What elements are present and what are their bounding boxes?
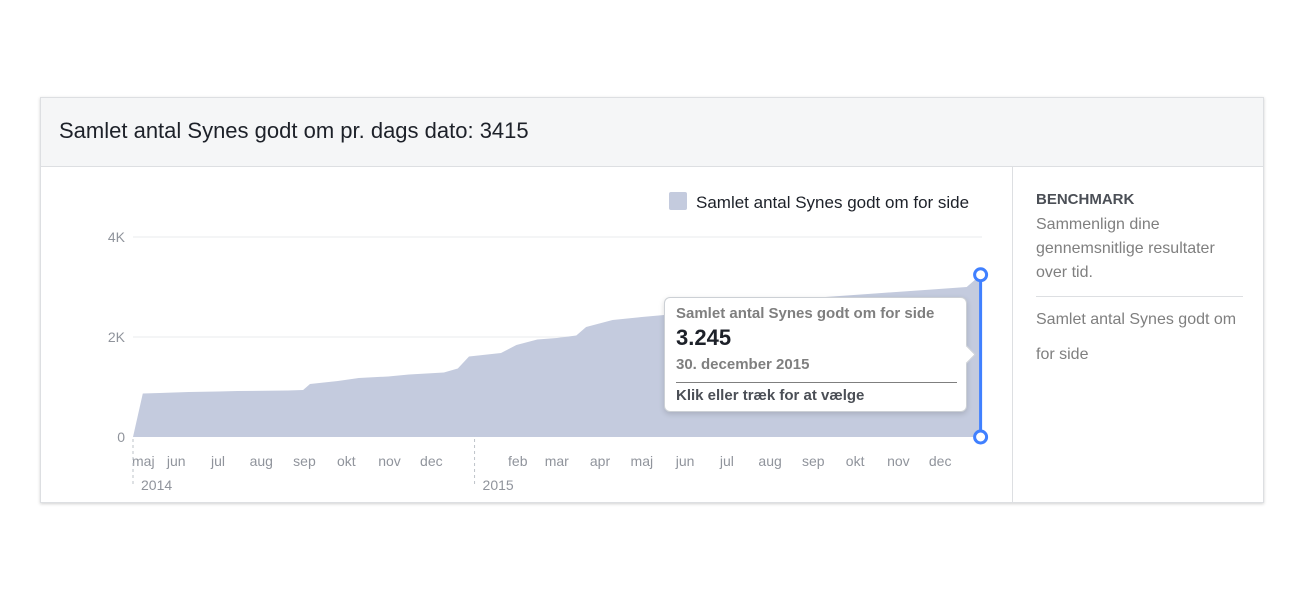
- selector-bottom-handle: [973, 429, 989, 445]
- x-tick-label: aug: [250, 453, 273, 469]
- y-tick-label: 4K: [108, 229, 126, 245]
- x-tick-label: jun: [166, 453, 186, 469]
- selector-top-handle: [973, 267, 989, 283]
- card-title: Samlet antal Synes godt om pr. dags dato…: [59, 118, 529, 143]
- benchmark-title: BENCHMARK: [1036, 191, 1135, 208]
- legend-label: Samlet antal Synes godt om for side: [696, 193, 969, 212]
- benchmark-panel: BENCHMARK Sammenlign dine gennemsnitlige…: [1012, 167, 1264, 503]
- chart-area[interactable]: Samlet antal Synes godt om for side 0 2K 4…: [41, 167, 1012, 503]
- benchmark-divider: [1036, 296, 1243, 297]
- year-label: 2014: [141, 477, 172, 493]
- x-axis: maj jun jul aug sep okt nov dec feb mar apr maj jun j…: [132, 439, 951, 493]
- x-tick-label: feb: [508, 453, 528, 469]
- x-tick-label: jul: [719, 453, 734, 469]
- y-tick-label: 0: [117, 429, 125, 445]
- x-tick-label: jul: [210, 453, 225, 469]
- x-tick-label: sep: [802, 453, 825, 469]
- x-tick-label: apr: [590, 453, 611, 469]
- date-selector[interactable]: [973, 267, 989, 445]
- likes-card: Samlet antal Synes godt om pr. dags dato…: [40, 97, 1264, 503]
- tooltip-value: 3.245: [676, 325, 732, 350]
- x-tick-label: dec: [929, 453, 952, 469]
- benchmark-description: Sammenlign dine gennemsnitlige resultate…: [1036, 216, 1215, 281]
- x-tick-label: mar: [545, 453, 569, 469]
- x-tick-label: aug: [758, 453, 781, 469]
- x-tick-label: maj: [631, 453, 654, 469]
- tooltip-action-hint: Klik eller træk for at vælge: [676, 387, 865, 404]
- x-tick-label: maj: [132, 453, 155, 469]
- card-header: Samlet antal Synes godt om pr. dags dato…: [41, 98, 1263, 167]
- tooltip-series-name: Samlet antal Synes godt om for side: [676, 305, 935, 322]
- x-tick-label: nov: [378, 453, 401, 469]
- x-tick-label: sep: [293, 453, 316, 469]
- year-label: 2015: [483, 477, 514, 493]
- y-axis: 0 2K 4K: [108, 229, 126, 445]
- benchmark-metric-link[interactable]: Samlet antal Synes godt om for side: [1036, 311, 1237, 363]
- x-tick-label: nov: [887, 453, 910, 469]
- y-tick-label: 2K: [108, 329, 126, 345]
- tooltip-divider: [676, 382, 957, 383]
- tooltip-date: 30. december 2015: [676, 356, 810, 373]
- x-tick-label: okt: [337, 453, 356, 469]
- legend-swatch: [669, 192, 687, 210]
- x-tick-label: jun: [675, 453, 695, 469]
- data-tooltip: Samlet antal Synes godt om for side 3.24…: [664, 297, 976, 412]
- x-tick-label: okt: [846, 453, 865, 469]
- x-tick-label: dec: [420, 453, 443, 469]
